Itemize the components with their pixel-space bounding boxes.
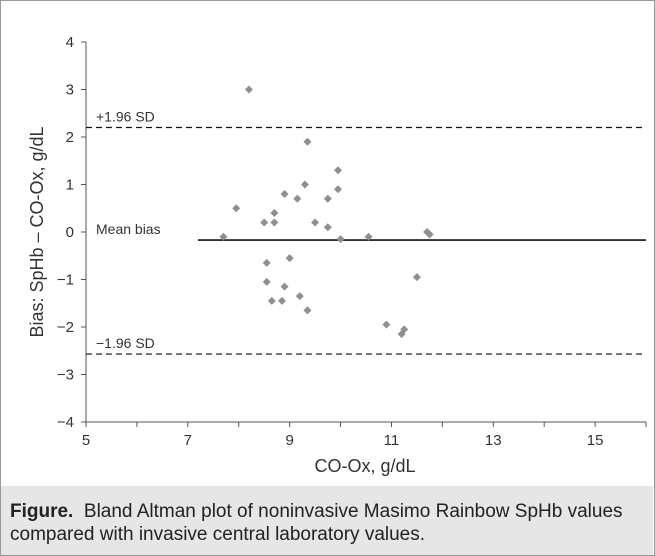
x-axis-label: CO-Ox, g/dL xyxy=(314,456,415,476)
reference-lines: +1.96 SD Mean bias −1.96 SD xyxy=(86,109,646,355)
y-tick-label: 1 xyxy=(66,177,74,194)
x-tick-label: 9 xyxy=(285,432,293,449)
data-point xyxy=(323,194,332,203)
data-point xyxy=(382,320,391,329)
data-point xyxy=(425,230,434,239)
reference-line-label: −1.96 SD xyxy=(96,335,155,351)
data-point xyxy=(336,235,345,244)
data-point xyxy=(285,254,294,263)
data-point xyxy=(303,137,312,146)
x-tick-label: 13 xyxy=(485,432,502,449)
data-point xyxy=(262,258,271,267)
data-point xyxy=(280,282,289,291)
caption-background xyxy=(1,486,653,555)
data-points xyxy=(219,85,434,339)
y-tick-label: 0 xyxy=(66,224,74,241)
y-tick-label: −3 xyxy=(57,367,74,384)
data-point xyxy=(300,180,309,189)
data-point xyxy=(270,218,279,227)
x-tick-label: 5 xyxy=(82,432,90,449)
y-tick-label: −2 xyxy=(57,319,74,336)
axes: 4 3 2 1 0 −1 −2 −3 −4 5 7 9 11 13 15 xyxy=(57,34,647,449)
data-point xyxy=(293,194,302,203)
y-axis-label: Bias: SpHb – CO-Ox, g/dL xyxy=(27,126,47,337)
x-tick-label: 15 xyxy=(587,432,604,449)
data-point xyxy=(244,85,253,94)
y-tick-label: 4 xyxy=(66,34,74,51)
caption-label: Figure. xyxy=(10,501,74,522)
data-point xyxy=(262,277,271,286)
x-tick-label: 7 xyxy=(184,432,192,449)
data-point xyxy=(323,223,332,232)
data-point xyxy=(232,204,241,213)
data-point xyxy=(334,185,342,194)
data-point xyxy=(219,232,228,241)
data-point xyxy=(412,273,421,282)
data-point xyxy=(280,190,289,198)
data-point xyxy=(303,306,312,315)
bland-altman-chart: 4 3 2 1 0 −1 −2 −3 −4 5 7 9 11 13 15 +1.96 SD Mean bias… xyxy=(27,34,647,476)
y-tick-label: 2 xyxy=(66,129,74,146)
reference-line-label: Mean bias xyxy=(96,221,161,237)
data-point xyxy=(400,325,409,334)
figure-caption: Figure. Bland Altman plot of noninvasive… xyxy=(10,500,650,546)
data-point xyxy=(267,296,276,305)
y-tick-label: −1 xyxy=(57,272,74,289)
data-point xyxy=(295,292,304,301)
data-point xyxy=(311,218,320,227)
reference-line-label: +1.96 SD xyxy=(96,109,155,125)
x-tick-label: 11 xyxy=(384,432,400,449)
data-point xyxy=(278,296,286,305)
data-point xyxy=(364,232,373,241)
data-point xyxy=(334,166,342,175)
caption-text: Bland Altman plot of noninvasive Masimo … xyxy=(10,501,623,545)
y-tick-label: −4 xyxy=(57,414,74,431)
data-point xyxy=(270,209,279,217)
y-tick-label: 3 xyxy=(66,82,74,99)
data-point xyxy=(260,218,269,227)
